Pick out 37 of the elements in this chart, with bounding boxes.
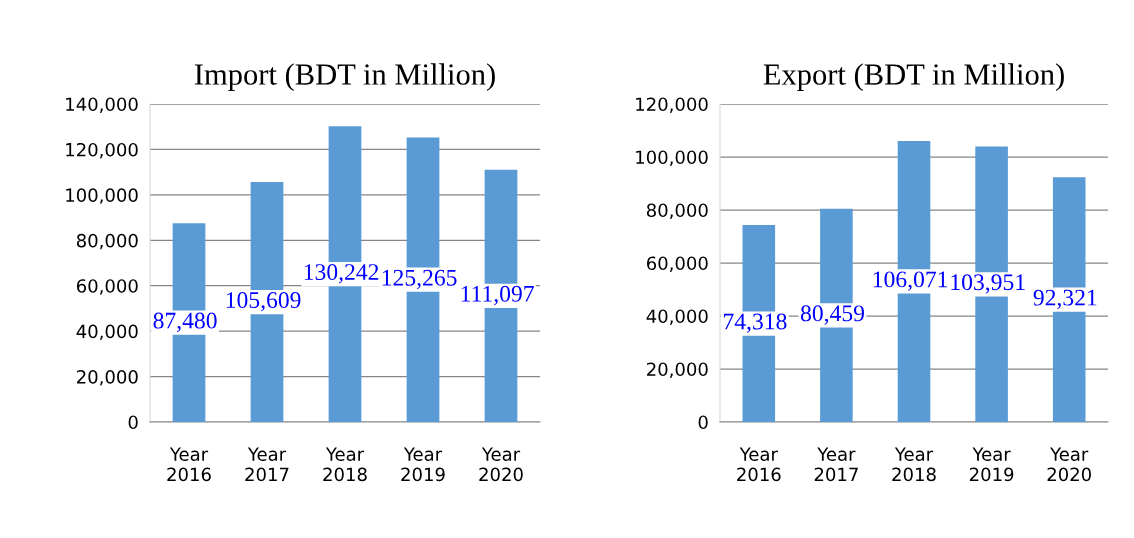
x-tick-label: Year 2020 bbox=[1047, 447, 1091, 482]
x-tick-label: Year 2020 bbox=[479, 447, 523, 482]
y-tick-label: 40,000 bbox=[646, 309, 708, 325]
data-label: 125,265 bbox=[382, 269, 457, 290]
y-tick-label: 40,000 bbox=[76, 324, 138, 341]
chart-title: Import (BDT in Million) bbox=[194, 63, 495, 92]
y-tick-label: 80,000 bbox=[76, 233, 138, 250]
chart-title: Export (BDT in Million) bbox=[763, 63, 1064, 92]
y-tick-label: 60,000 bbox=[646, 256, 708, 272]
y-tick-label: 120,000 bbox=[636, 97, 708, 113]
y-tick-label: 100,000 bbox=[66, 188, 138, 204]
y-tick-label: 140,000 bbox=[66, 97, 138, 113]
x-tick-label: Year 2018 bbox=[892, 447, 936, 482]
y-tick-label: 80,000 bbox=[646, 203, 708, 219]
x-tick-label: Year 2019 bbox=[969, 447, 1014, 482]
y-tick-label: 0 bbox=[698, 415, 708, 430]
y-tick-label: 100,000 bbox=[636, 150, 708, 166]
data-label: 92,321 bbox=[1033, 289, 1097, 309]
data-label: 103,951 bbox=[951, 274, 1025, 294]
y-tick-label: 60,000 bbox=[76, 279, 138, 295]
data-label: 87,480 bbox=[153, 312, 217, 332]
y-tick-label: 0 bbox=[128, 415, 138, 430]
x-tick-label: Year 2019 bbox=[401, 447, 445, 482]
x-tick-label: Year 2017 bbox=[814, 447, 858, 482]
data-label: 105,609 bbox=[226, 292, 301, 312]
x-tick-label: Year 2016 bbox=[167, 447, 211, 482]
data-label: 130,242 bbox=[304, 264, 379, 284]
x-tick-label: Year 2016 bbox=[737, 447, 781, 482]
y-tick-label: 120,000 bbox=[66, 142, 138, 159]
data-label: 80,459 bbox=[800, 305, 865, 325]
y-tick-label: 20,000 bbox=[647, 362, 708, 378]
data-label: 74,318 bbox=[724, 313, 787, 333]
y-tick-label: 20,000 bbox=[77, 370, 138, 386]
data-label: 106,071 bbox=[873, 271, 948, 291]
x-tick-label: Year 2017 bbox=[245, 447, 289, 482]
data-label: 111,097 bbox=[461, 285, 534, 306]
x-tick-label: Year 2018 bbox=[323, 447, 367, 482]
